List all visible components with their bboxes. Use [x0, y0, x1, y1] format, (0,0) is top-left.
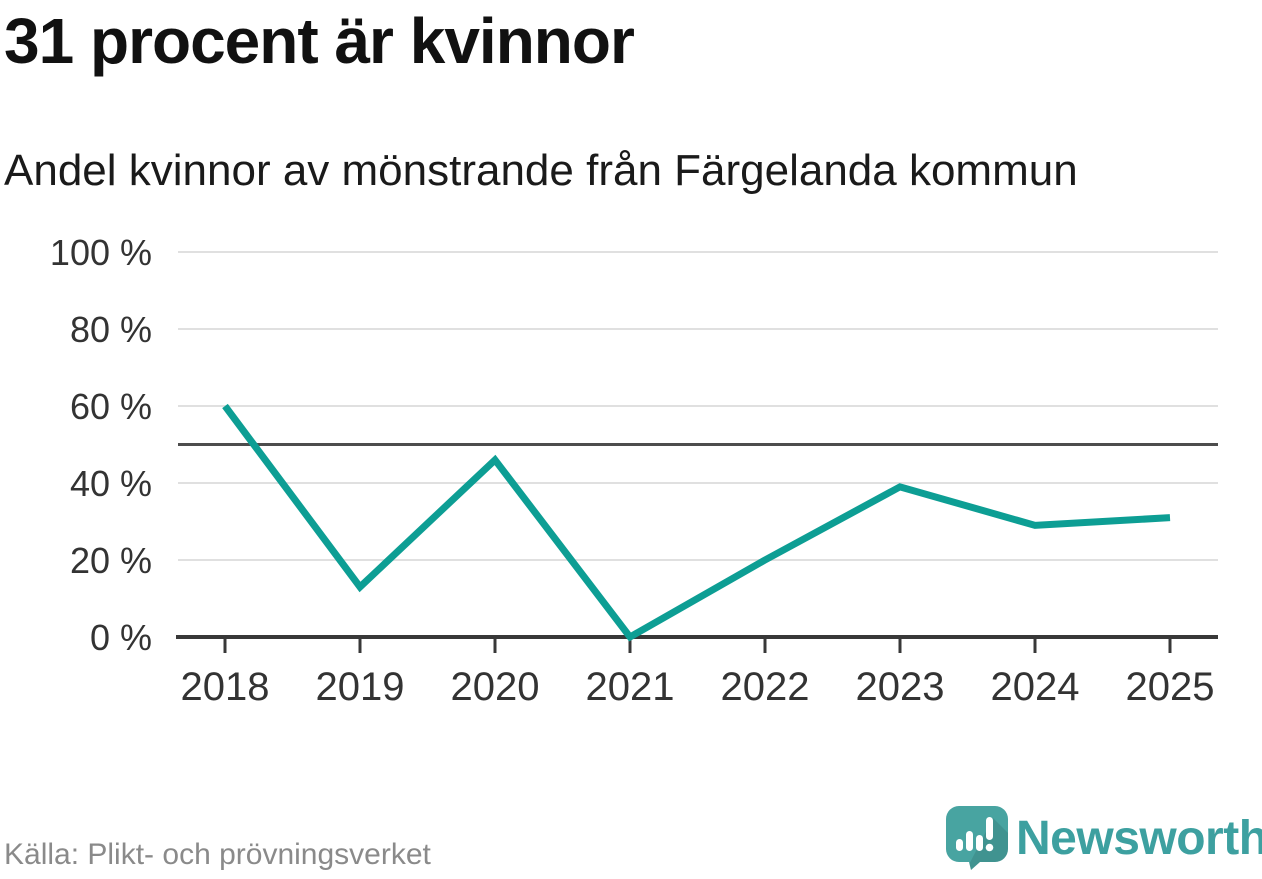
brand-name: Newsworthy	[1016, 811, 1262, 865]
x-tick-label: 2022	[721, 665, 810, 709]
y-tick-label: 40 %	[70, 463, 152, 504]
x-tick-label: 2023	[856, 665, 945, 709]
brand-lockup: Newsworthy	[946, 806, 1262, 870]
y-tick-label: 100 %	[50, 232, 152, 273]
x-tick-label: 2019	[316, 665, 405, 709]
source-note: Källa: Plikt- och prövningsverket	[4, 838, 431, 871]
y-tick-label: 20 %	[70, 540, 152, 581]
y-tick-label: 60 %	[70, 386, 152, 427]
data-line-share-of-women	[222, 403, 1171, 642]
chart-title: 31 procent är kvinnor	[4, 5, 635, 77]
newsworthy-logo-icon	[946, 806, 1008, 870]
x-tick-label: 2021	[586, 665, 675, 709]
bar-chart-glyph	[956, 817, 994, 852]
x-tick-label: 2025	[1126, 665, 1215, 709]
chart-subtitle: Andel kvinnor av mönstrande från Färgela…	[4, 146, 1078, 195]
x-tick-label: 2020	[451, 665, 540, 709]
y-tick-label: 0 %	[90, 617, 152, 658]
x-tick-label: 2024	[991, 665, 1080, 709]
x-tick-label: 2018	[181, 665, 270, 709]
y-tick-label: 80 %	[70, 309, 152, 350]
